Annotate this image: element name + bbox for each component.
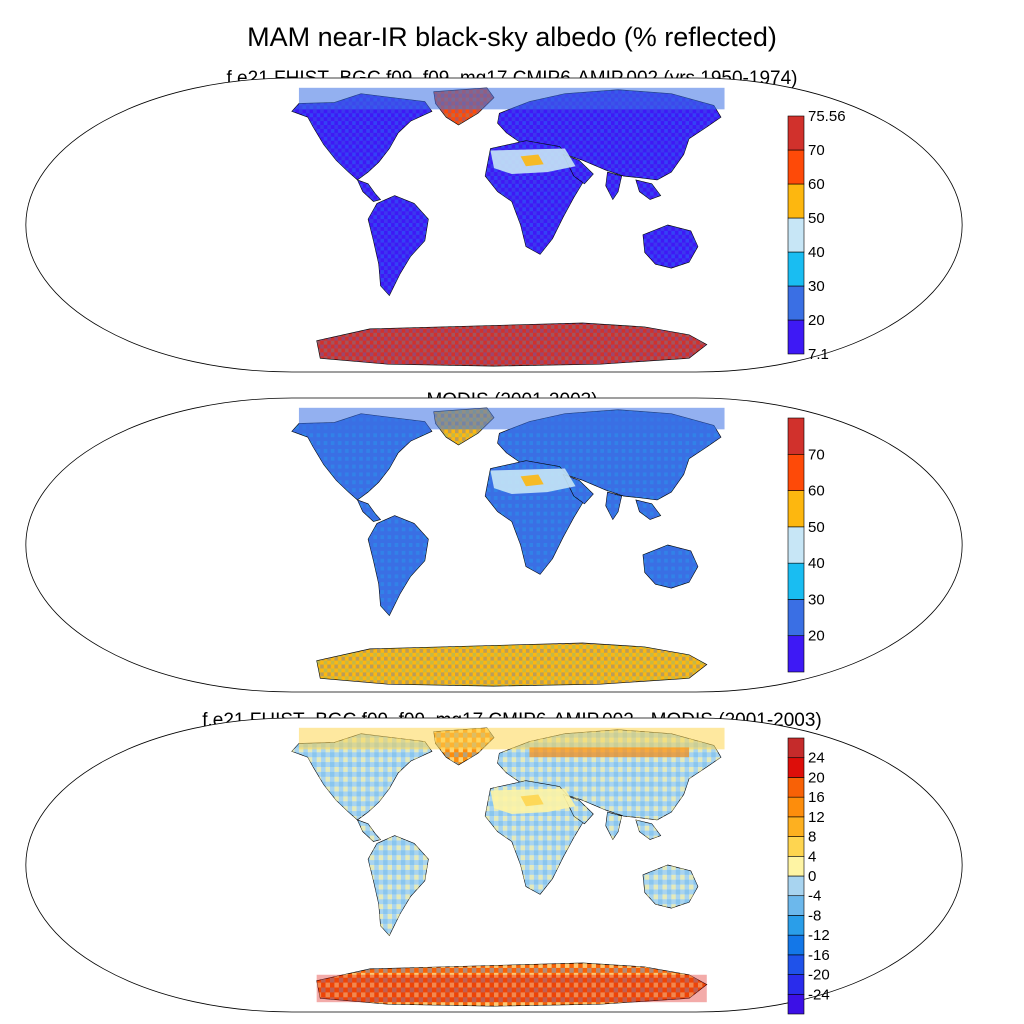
colorbar-2-swatch bbox=[787, 453, 805, 491]
colorbar-1-swatch bbox=[787, 285, 805, 321]
colorbar-3-label: -24 bbox=[808, 986, 830, 1003]
colorbar-3-label: 12 bbox=[808, 809, 825, 826]
colorbar-3: -24 -20 -16 -12 -8 -4 0 4 8 12 16 20 24 bbox=[787, 737, 830, 1015]
map-panel-1 bbox=[25, 77, 963, 373]
colorbar-3-swatch bbox=[787, 777, 805, 798]
colorbar-3-swatch bbox=[787, 875, 805, 897]
colorbar-1-label: 40 bbox=[808, 244, 825, 261]
colorbar-1-label: 70 bbox=[808, 142, 825, 159]
arctic-band-1 bbox=[298, 87, 725, 110]
colorbar-1-swatch bbox=[787, 319, 805, 355]
colorbar-1-label: 30 bbox=[808, 278, 825, 295]
colorbar-3-swatch bbox=[787, 836, 805, 857]
map-panel-3 bbox=[25, 717, 963, 1013]
colorbar-2-swatch bbox=[787, 417, 805, 455]
colorbar-3-swatch bbox=[787, 816, 805, 837]
map-outline-2 bbox=[25, 397, 963, 693]
colorbar-1-swatch bbox=[787, 115, 805, 151]
colorbar-3-label: 20 bbox=[808, 769, 825, 786]
colorbar-2-label: 20 bbox=[808, 628, 825, 645]
colorbar-2-label: 40 bbox=[808, 555, 825, 572]
colorbar-3-label: -4 bbox=[808, 888, 821, 905]
colorbar-1-swatch bbox=[787, 149, 805, 185]
colorbar-3-swatch bbox=[787, 855, 805, 877]
colorbar-1-label: 50 bbox=[808, 210, 825, 227]
figure-title: MAM near-IR black-sky albedo (% reflecte… bbox=[247, 22, 777, 52]
arctic-band-3 bbox=[298, 727, 725, 750]
colorbar-3-swatch bbox=[787, 974, 805, 995]
colorbar-1-label: 75.56 bbox=[808, 108, 846, 125]
map-outline-3 bbox=[25, 717, 963, 1013]
colorbar-1-label: 20 bbox=[808, 312, 825, 329]
siberia-band-3 bbox=[529, 747, 690, 758]
map-outline-1 bbox=[25, 77, 963, 373]
colorbar-3-label: 4 bbox=[808, 848, 816, 865]
colorbar-3-swatch bbox=[787, 796, 805, 818]
arctic-band-2 bbox=[298, 407, 725, 430]
colorbar-3-label: -12 bbox=[808, 927, 830, 944]
colorbar-1-swatch bbox=[787, 183, 805, 219]
colorbar-1: 7.1 20 30 40 50 60 70 75.56 bbox=[787, 108, 846, 363]
colorbar-3-label: 0 bbox=[808, 868, 816, 885]
colorbar-2: 20 30 40 50 60 70 bbox=[787, 417, 825, 673]
colorbar-2-swatch bbox=[787, 599, 805, 637]
colorbar-3-label: -8 bbox=[808, 907, 821, 924]
colorbar-3-swatch bbox=[787, 915, 805, 936]
colorbar-3-swatch bbox=[787, 757, 805, 778]
colorbar-3-swatch bbox=[787, 934, 805, 956]
colorbar-3-label: 16 bbox=[808, 789, 825, 806]
map-panel-2 bbox=[25, 397, 963, 693]
colorbar-2-label: 50 bbox=[808, 519, 825, 536]
colorbar-3-label: 24 bbox=[808, 750, 825, 767]
colorbar-1-label: 60 bbox=[808, 176, 825, 193]
colorbar-3-label: -20 bbox=[808, 967, 830, 984]
colorbar-1-swatch bbox=[787, 217, 805, 253]
colorbar-3-swatch bbox=[787, 895, 805, 916]
colorbar-1-swatch bbox=[787, 251, 805, 287]
colorbar-2-label: 60 bbox=[808, 483, 825, 500]
colorbar-2-label: 30 bbox=[808, 591, 825, 608]
colorbar-2-swatch bbox=[787, 526, 805, 564]
colorbar-2-swatch bbox=[787, 562, 805, 600]
colorbar-2-label: 70 bbox=[808, 446, 825, 463]
colorbar-3-label: -16 bbox=[808, 947, 830, 964]
colorbar-3-swatch bbox=[787, 954, 805, 975]
colorbar-1-label: 7.1 bbox=[808, 346, 829, 363]
colorbar-2-swatch bbox=[787, 635, 805, 673]
colorbar-3-label: 8 bbox=[808, 829, 816, 846]
colorbar-3-swatch bbox=[787, 993, 805, 1015]
colorbar-3-swatch bbox=[787, 737, 805, 759]
colorbar-2-swatch bbox=[787, 490, 805, 528]
